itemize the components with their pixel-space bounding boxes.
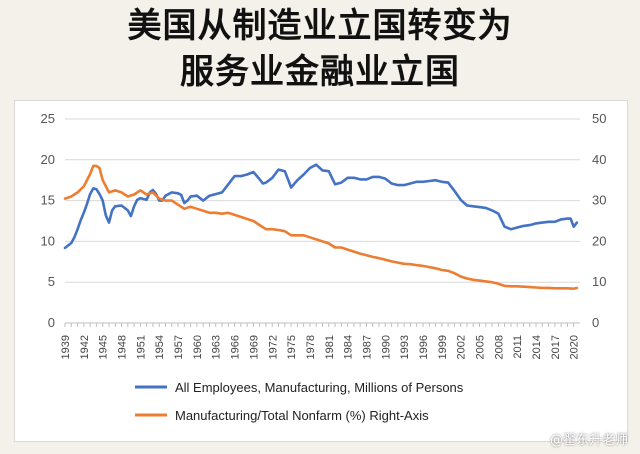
x-tick-label: 2017: [550, 335, 562, 359]
x-tick-label: 2011: [512, 335, 524, 359]
x-tick-label: 1945: [98, 335, 110, 359]
y-right-tick-label: 30: [592, 193, 606, 208]
x-tick-label: 1993: [399, 335, 411, 359]
x-tick-label: 1939: [60, 335, 72, 359]
watermark: @翟东升老师: [549, 433, 628, 448]
x-tick-label: 1996: [418, 335, 430, 359]
x-tick-label: 2005: [475, 335, 487, 359]
chart-panel: 25 20 15 10 5 0 50 40 30 20 10 0 1939 1942 1945 1948 195…: [14, 100, 628, 442]
x-tick-label: 1963: [211, 335, 223, 359]
x-tick-label: 1978: [305, 335, 317, 359]
x-tick-label: 1987: [361, 335, 373, 359]
x-tick-label: 2020: [569, 335, 581, 359]
chart-title-line1: 美国从制造业立国转变为: [127, 6, 513, 46]
x-tick-label: 1960: [192, 335, 204, 359]
x-tick-label: 1966: [230, 335, 242, 359]
x-tick-label: 1948: [117, 335, 129, 359]
legend-label: Manufacturing/Total Nonfarm (%) Right-Ax…: [175, 408, 429, 423]
y-left-tick-label: 5: [48, 274, 55, 289]
y-right-tick-label: 20: [592, 233, 606, 248]
y-left-tick-label: 10: [41, 233, 55, 248]
y-right-tick-label: 40: [592, 152, 606, 167]
x-tick-label: 1951: [135, 335, 147, 359]
x-tick-label: 1942: [79, 335, 91, 359]
x-tick-label: 2014: [531, 335, 543, 359]
x-tick-label: 1957: [173, 335, 185, 359]
y-right-tick-label: 50: [592, 111, 606, 126]
y-left-tick-label: 15: [41, 193, 55, 208]
y-right-tick-label: 0: [592, 315, 599, 330]
series-line-share: [63, 164, 579, 290]
y-left-tick-label: 0: [48, 315, 55, 330]
chart-title-line2: 服务业金融业立国: [180, 52, 460, 92]
y-left-tick-label: 25: [41, 111, 55, 126]
y-left-tick-label: 20: [41, 152, 55, 167]
x-tick-label: 1981: [324, 335, 336, 359]
x-tick-label: 1969: [248, 335, 260, 359]
x-tick-label: 1984: [343, 335, 355, 359]
x-tick-label: 2008: [493, 335, 505, 359]
legend-label: All Employees, Manufacturing, Millions o…: [175, 380, 464, 395]
x-tick-label: 1990: [380, 335, 392, 359]
x-tick-label: 1954: [154, 335, 166, 359]
x-tick-label: 2002: [456, 335, 468, 359]
series-line-employees: [63, 163, 579, 250]
y-right-tick-label: 10: [592, 274, 606, 289]
x-tick-label: 1975: [286, 335, 298, 359]
x-tick-label: 1999: [437, 335, 449, 359]
x-tick-label: 1972: [267, 335, 279, 359]
